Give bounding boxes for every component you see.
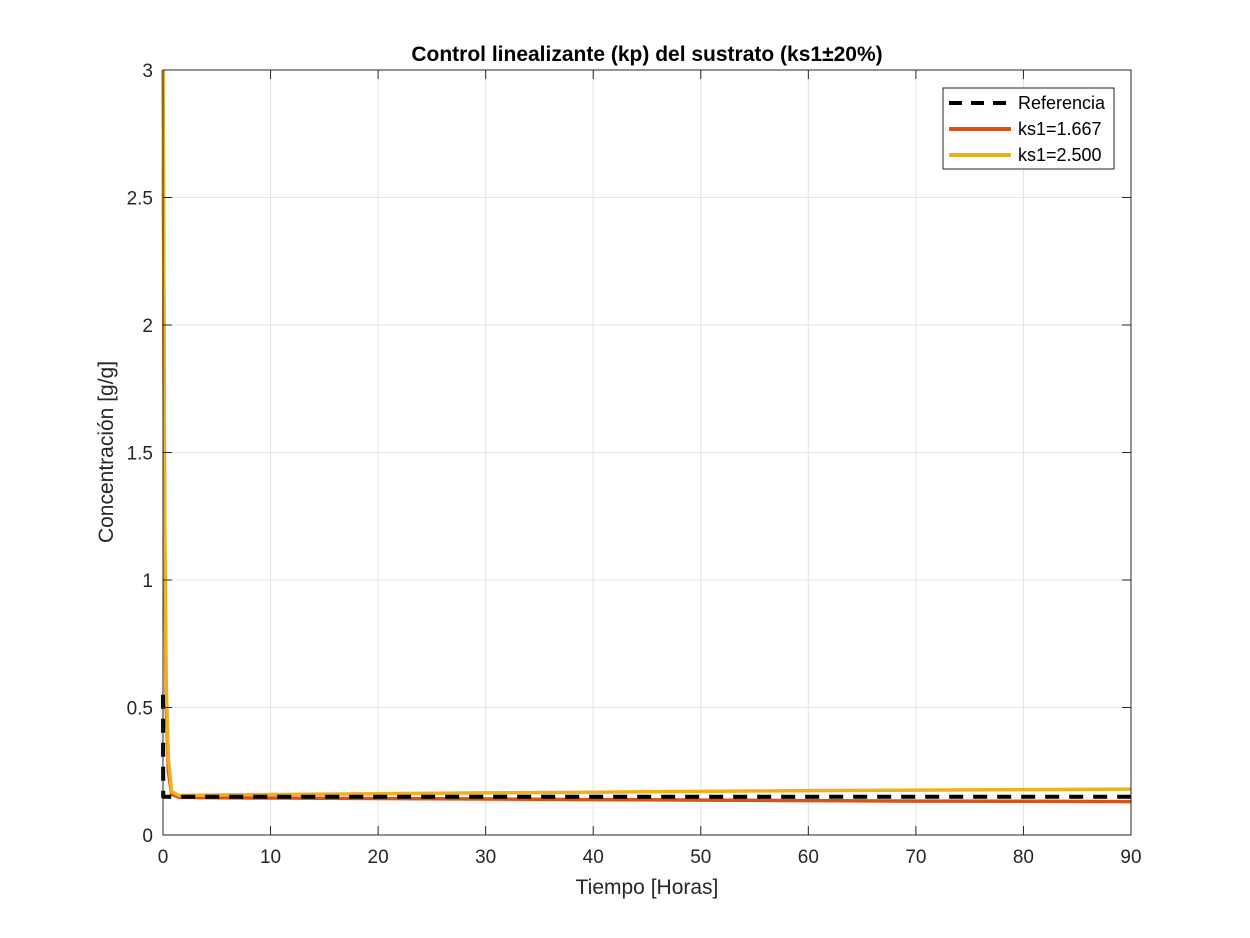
y-tick-label: 2 (142, 316, 153, 337)
series-line-ks1-2-500 (161, 69, 1132, 798)
x-tick-label: 20 (368, 847, 389, 868)
x-tick-label: 0 (158, 847, 169, 868)
x-tick-label: 70 (905, 847, 926, 868)
legend: Referencia ks1=1.667 ks1=2.500 (942, 87, 1115, 170)
x-tick-label: 10 (260, 847, 281, 868)
x-tick-label: 40 (583, 847, 604, 868)
x-tick-label: 30 (475, 847, 496, 868)
y-axis-label: Concentración [g/g] (95, 361, 118, 543)
y-tick-label: 3 (142, 61, 153, 82)
legend-label-referencia: Referencia (1018, 93, 1106, 113)
tick-labels: 0 10 20 30 40 50 60 70 80 90 0 0.5 1 1.5 2 2.5 3 (127, 61, 1142, 868)
chart-title: Control linealizante (kp) del sustrato (… (411, 43, 882, 66)
y-tick-label: 1 (142, 571, 153, 592)
x-tick-label: 60 (798, 847, 819, 868)
y-tick-label: 2.5 (127, 189, 153, 210)
legend-label-ks1-1667: ks1=1.667 (1018, 119, 1102, 139)
y-tick-label: 0 (142, 826, 153, 847)
ticks (162, 69, 1132, 836)
x-tick-label: 90 (1120, 847, 1141, 868)
x-tick-label: 50 (690, 847, 711, 868)
x-axis-label: Tiempo [Horas] (576, 876, 719, 899)
y-tick-label: 1.5 (127, 444, 153, 465)
y-tick-label: 0.5 (127, 699, 153, 720)
legend-label-ks1-2500: ks1=2.500 (1018, 145, 1102, 165)
x-tick-label: 80 (1013, 847, 1034, 868)
